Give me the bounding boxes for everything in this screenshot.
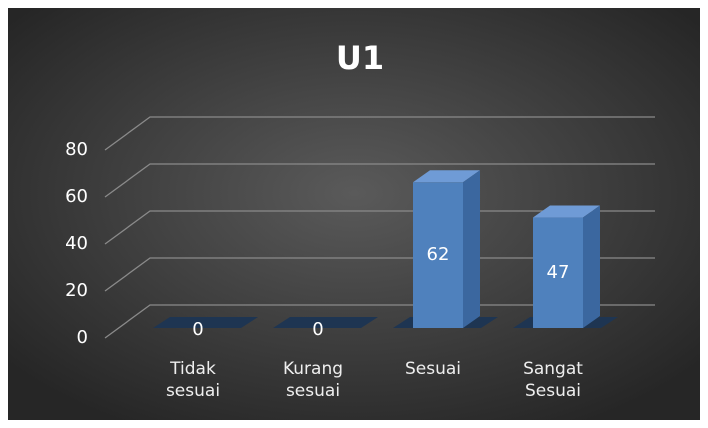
x-tick-label: Tidak sesuai [165,359,221,401]
x-tick-label: Sesuai [404,359,462,379]
bar-side [583,205,600,328]
value-label: 47 [547,262,570,283]
grid-line [104,304,655,339]
y-tick-label: 0 [77,327,88,348]
x-tick-label: Kurang sesuai [282,359,344,401]
bar-top [413,170,480,183]
value-label: 62 [427,244,450,265]
grid-line [104,116,655,151]
bar-shadow [153,317,258,328]
value-label: 0 [192,319,203,340]
bar-top [533,205,600,218]
grid-line [104,257,655,292]
chart-title: U1 [336,39,384,77]
y-tick-label: 40 [65,233,88,254]
y-tick-label: 80 [65,139,88,160]
grid-line [104,163,655,198]
y-tick-label: 20 [65,280,88,301]
value-label: 0 [312,319,323,340]
bar-shadow [273,317,378,328]
grid-line [104,210,655,245]
bar-side [463,170,480,328]
bar [533,217,583,328]
y-tick-label: 60 [65,186,88,207]
bar [413,182,463,328]
x-tick-label: Sangat Sesuai [523,359,583,401]
